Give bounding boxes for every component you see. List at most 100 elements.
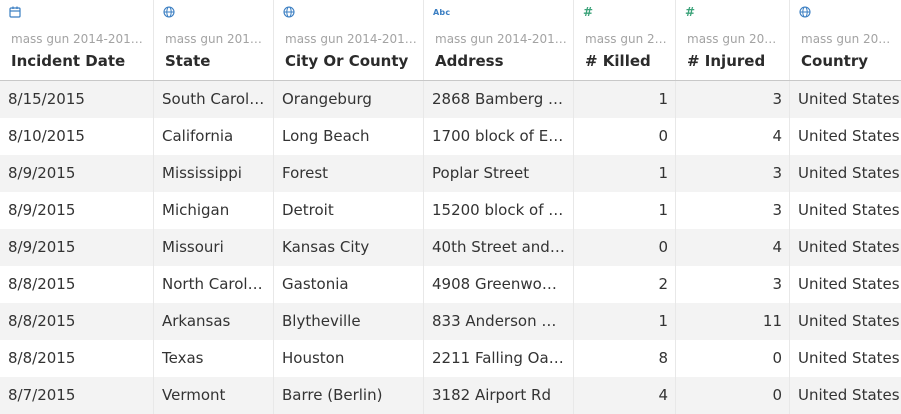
cell-killed[interactable]: 2 <box>574 266 676 303</box>
cell-incident-date[interactable]: 8/8/2015 <box>0 303 154 340</box>
column-header-killed[interactable]: # mass gun 201... # Killed <box>574 0 676 80</box>
cell-incident-date[interactable]: 8/8/2015 <box>0 266 154 303</box>
column-name: # Killed <box>585 52 651 70</box>
column-name: City Or County <box>285 52 409 70</box>
column-header-city-or-county[interactable]: mass gun 2014-2018.c... City Or County <box>274 0 424 80</box>
table-row[interactable]: 8/8/2015 Arkansas Blytheville 833 Anderson … <box>0 303 901 340</box>
cell-injured[interactable]: 11 <box>676 303 790 340</box>
cell-killed[interactable]: 1 <box>574 192 676 229</box>
header-row: mass gun 2014-2018.c... Incident Date ma… <box>0 0 901 81</box>
cell-state[interactable]: Texas <box>154 340 274 377</box>
cell-country[interactable]: United States <box>798 312 900 330</box>
cell-address[interactable]: 4908 Greenwood... <box>424 266 574 303</box>
cell-injured[interactable]: 0 <box>676 377 790 414</box>
cell-injured[interactable]: 4 <box>676 118 790 155</box>
cell-country[interactable]: United States <box>798 90 900 108</box>
column-source: mass gun 2014-2018.c... <box>435 32 567 46</box>
table-row[interactable]: 8/7/2015 Vermont Barre (Berlin) 3182 Airpor… <box>0 377 901 414</box>
cell-state[interactable]: Arkansas <box>154 303 274 340</box>
cell-city-or-county[interactable]: Kansas City <box>274 229 424 266</box>
cell-injured[interactable]: 4 <box>676 229 790 266</box>
globe-icon <box>799 5 811 19</box>
cell-city-or-county[interactable]: Orangeburg <box>274 81 424 118</box>
hash-icon: # <box>685 5 696 19</box>
cell-injured[interactable]: 0 <box>676 340 790 377</box>
table-row[interactable]: 8/9/2015 Michigan Detroit 15200 block of H.… <box>0 192 901 229</box>
cell-country[interactable]: United States <box>798 164 900 182</box>
globe-icon <box>283 5 295 19</box>
cell-state[interactable]: Mississippi <box>154 155 274 192</box>
cell-incident-date[interactable]: 8/8/2015 <box>0 340 154 377</box>
column-source: mass gun 201... <box>585 32 669 46</box>
column-name: Incident Date <box>11 52 126 70</box>
cell-city-or-county[interactable]: Gastonia <box>274 266 424 303</box>
cell-injured[interactable]: 3 <box>676 155 790 192</box>
cell-state[interactable]: Michigan <box>154 192 274 229</box>
column-source: mass gun 2014-2018.c... <box>285 32 417 46</box>
cell-address[interactable]: Poplar Street <box>424 155 574 192</box>
cell-country[interactable]: United States <box>798 238 900 256</box>
cell-injured[interactable]: 3 <box>676 192 790 229</box>
cell-state[interactable]: California <box>154 118 274 155</box>
cell-incident-date[interactable]: 8/10/2015 <box>0 118 154 155</box>
cell-country[interactable]: United States <box>798 349 900 367</box>
cell-incident-date[interactable]: 8/9/2015 <box>0 229 154 266</box>
table-row[interactable]: 8/10/2015 California Long Beach 1700 block … <box>0 118 901 155</box>
cell-incident-date[interactable]: 8/9/2015 <box>0 192 154 229</box>
cell-killed[interactable]: 8 <box>574 340 676 377</box>
cell-killed[interactable]: 4 <box>574 377 676 414</box>
cell-state[interactable]: Missouri <box>154 229 274 266</box>
column-header-state[interactable]: mass gun 2014-2... State <box>154 0 274 80</box>
abc-icon: Abc <box>433 7 451 17</box>
column-header-address[interactable]: Abc mass gun 2014-2018.c... Address <box>424 0 574 80</box>
table-row[interactable]: 8/8/2015 Texas Houston 2211 Falling Oaks 8 0 U… <box>0 340 901 377</box>
column-name: # Injured <box>687 52 766 70</box>
column-source: mass gun 2014-2018.c... <box>11 32 147 46</box>
cell-injured[interactable]: 3 <box>676 266 790 303</box>
column-name: Country <box>801 52 869 70</box>
table-row[interactable]: 8/9/2015 Missouri Kansas City 40th Street a… <box>0 229 901 266</box>
cell-killed[interactable]: 1 <box>574 81 676 118</box>
cell-city-or-county[interactable]: Forest <box>274 155 424 192</box>
cell-city-or-county[interactable]: Houston <box>274 340 424 377</box>
cell-country[interactable]: United States <box>798 127 900 145</box>
cell-injured[interactable]: 3 <box>676 81 790 118</box>
table-row[interactable]: 8/15/2015 South Carolina Orangeburg 2868 Ba… <box>0 81 901 118</box>
column-header-country[interactable]: mass gun 2014-2... Country <box>790 0 901 80</box>
cell-address[interactable]: 2211 Falling Oaks <box>424 340 574 377</box>
cell-address[interactable]: 1700 block of Ea... <box>424 118 574 155</box>
cell-killed[interactable]: 0 <box>574 118 676 155</box>
column-name: Address <box>435 52 504 70</box>
cell-country[interactable]: United States <box>798 386 900 404</box>
column-source: mass gun 2014-2... <box>165 32 267 46</box>
table-row[interactable]: 8/9/2015 Mississippi Forest Poplar Street 1 3… <box>0 155 901 192</box>
cell-killed[interactable]: 1 <box>574 303 676 340</box>
cell-state[interactable]: North Carolina <box>154 266 274 303</box>
column-header-incident-date[interactable]: mass gun 2014-2018.c... Incident Date <box>0 0 154 80</box>
cell-address[interactable]: 833 Anderson St... <box>424 303 574 340</box>
column-name: State <box>165 52 211 70</box>
cell-city-or-county[interactable]: Blytheville <box>274 303 424 340</box>
cell-city-or-county[interactable]: Barre (Berlin) <box>274 377 424 414</box>
table-body: 8/15/2015 South Carolina Orangeburg 2868 Ba… <box>0 81 901 414</box>
cell-killed[interactable]: 1 <box>574 155 676 192</box>
column-source: mass gun 2014-... <box>687 32 783 46</box>
table-row[interactable]: 8/8/2015 North Carolina Gastonia 4908 Green… <box>0 266 901 303</box>
cell-incident-date[interactable]: 8/15/2015 <box>0 81 154 118</box>
cell-country[interactable]: United States <box>798 275 900 293</box>
cell-incident-date[interactable]: 8/9/2015 <box>0 155 154 192</box>
cell-address[interactable]: 3182 Airport Rd <box>424 377 574 414</box>
cell-address[interactable]: 15200 block of H... <box>424 192 574 229</box>
hash-icon: # <box>583 5 594 19</box>
cell-state[interactable]: Vermont <box>154 377 274 414</box>
cell-country[interactable]: United States <box>798 201 900 219</box>
cell-killed[interactable]: 0 <box>574 229 676 266</box>
cell-address[interactable]: 40th Street and ... <box>424 229 574 266</box>
cell-address[interactable]: 2868 Bamberg R... <box>424 81 574 118</box>
cell-incident-date[interactable]: 8/7/2015 <box>0 377 154 414</box>
cell-city-or-county[interactable]: Long Beach <box>274 118 424 155</box>
cell-state[interactable]: South Carolina <box>154 81 274 118</box>
column-header-injured[interactable]: # mass gun 2014-... # Injured <box>676 0 790 80</box>
cell-city-or-county[interactable]: Detroit <box>274 192 424 229</box>
